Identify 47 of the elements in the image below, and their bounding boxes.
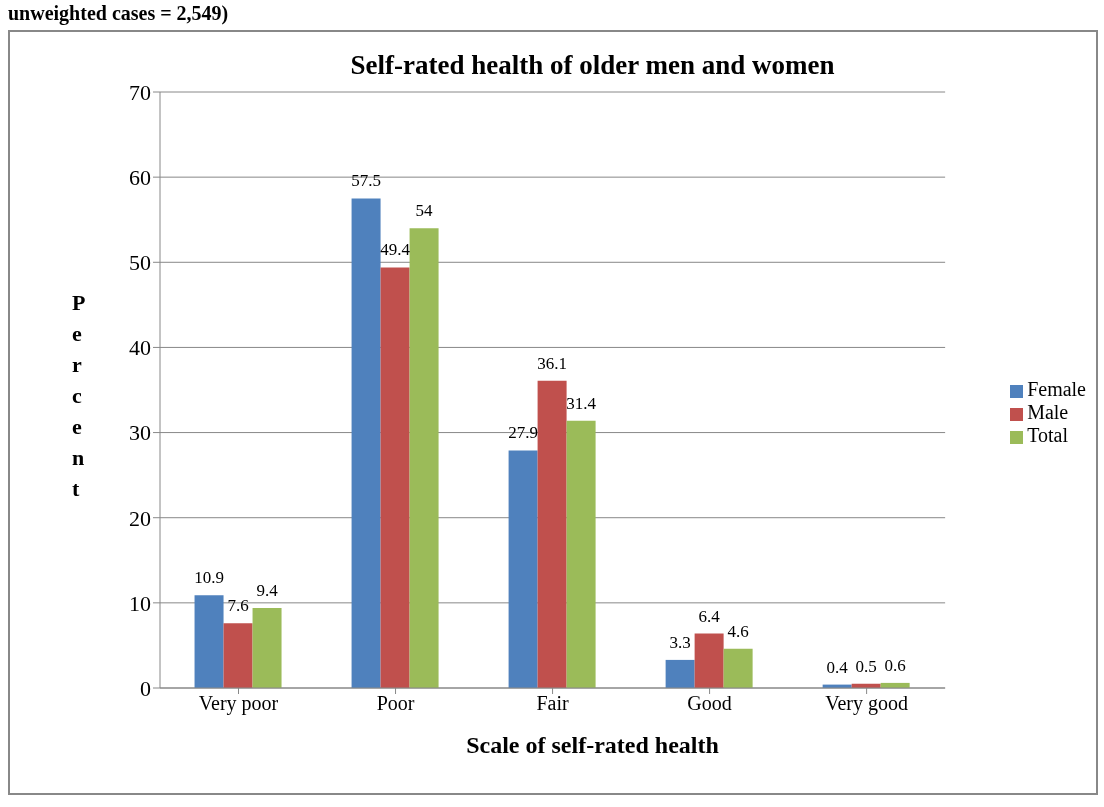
bar <box>566 420 596 688</box>
data-label: 27.9 <box>508 423 538 443</box>
bar <box>252 607 282 688</box>
bar <box>537 380 567 688</box>
y-axis-title: Percent <box>72 289 86 503</box>
legend-label: Total <box>1027 424 1068 446</box>
bar <box>223 623 253 688</box>
data-label: 57.5 <box>351 171 381 191</box>
data-label: 10.9 <box>194 568 224 588</box>
data-label: 0.6 <box>884 655 906 675</box>
y-tick-label: 70 <box>129 79 151 105</box>
x-tick-label: Very good <box>825 692 908 716</box>
data-label: 4.6 <box>727 621 749 641</box>
data-label: 7.6 <box>227 596 249 616</box>
legend-label: Male <box>1027 401 1069 423</box>
y-tick-label: 50 <box>129 250 151 276</box>
x-tick-label: Good <box>687 692 732 715</box>
y-tick-label: 0 <box>140 675 151 701</box>
y-tick-label: 30 <box>129 420 151 446</box>
x-tick-label: Fair <box>536 692 570 715</box>
data-label: 54 <box>415 201 434 221</box>
chart-title: Self-rated health of older men and women <box>349 50 836 81</box>
y-tick-label: 40 <box>129 335 151 361</box>
bar <box>380 267 410 688</box>
text: unweighted cases = 2,549) <box>8 2 230 24</box>
data-label: 6.4 <box>698 606 721 626</box>
legend-label: Female <box>1027 378 1086 400</box>
data-label: 49.4 <box>380 240 411 260</box>
bar <box>665 659 695 688</box>
bar <box>409 228 439 688</box>
bar <box>508 450 538 688</box>
data-label: 31.4 <box>566 393 597 413</box>
bar <box>351 198 381 688</box>
y-tick-label: 10 <box>129 590 151 616</box>
data-label: 0.4 <box>826 657 849 677</box>
data-label: 36.1 <box>537 353 567 373</box>
x-tick-label: Poor <box>376 692 415 715</box>
data-label: 3.3 <box>669 632 691 652</box>
bar <box>723 648 753 688</box>
y-tick-label: 20 <box>129 505 151 531</box>
x-axis-title: Scale of self-rated health <box>465 732 720 759</box>
bar <box>694 633 724 688</box>
x-tick-label: Very poor <box>198 692 279 716</box>
y-tick-label: 60 <box>129 164 151 190</box>
data-label: 0.5 <box>855 656 877 676</box>
data-label: 9.4 <box>256 580 279 600</box>
bar <box>194 595 224 688</box>
